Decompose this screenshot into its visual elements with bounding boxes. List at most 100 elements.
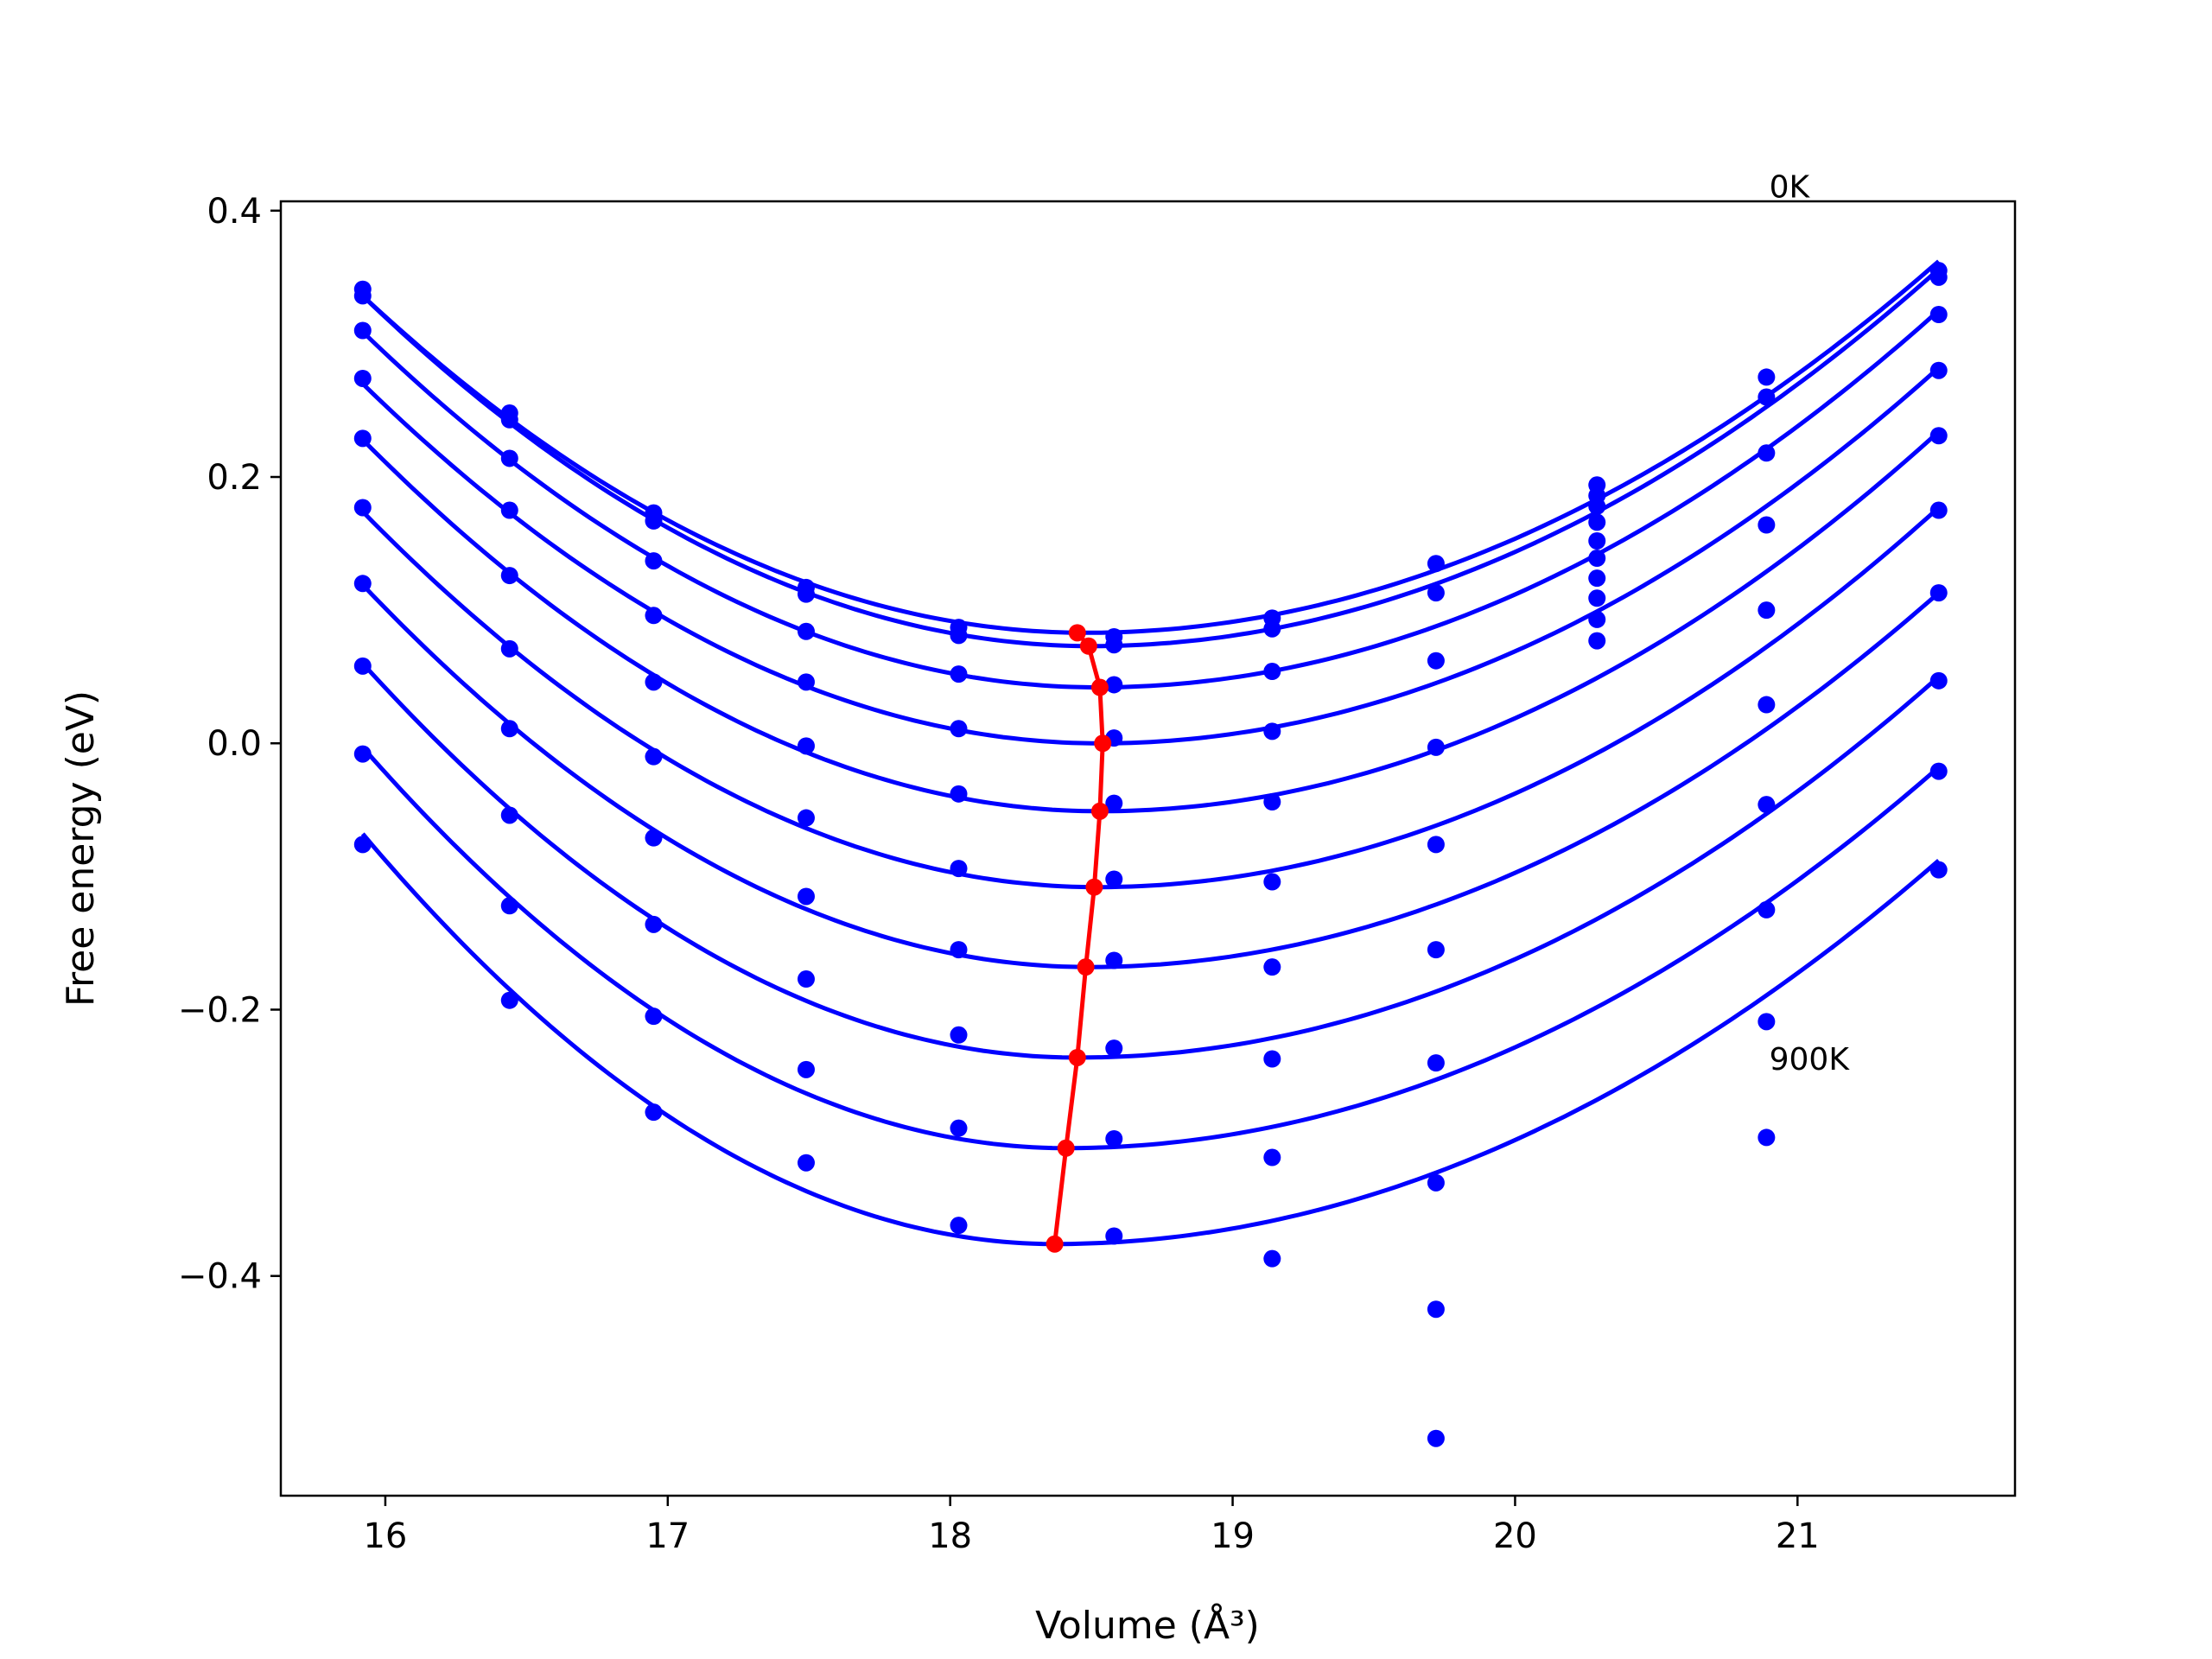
data-point-400k <box>1105 794 1123 812</box>
data-point-800k <box>950 1119 968 1137</box>
data-point-500k <box>1588 550 1606 568</box>
data-point-400k <box>645 673 663 691</box>
minimum-line <box>1052 631 1105 1244</box>
fit-curve-0k <box>361 259 1941 635</box>
data-point-700k <box>1758 900 1776 918</box>
x-axis: 16 17 18 19 20 21 <box>363 1496 1820 1556</box>
data-point-800k <box>1105 1129 1123 1147</box>
data-point-700k <box>950 1026 968 1044</box>
data-point-100k <box>1263 620 1281 638</box>
x-tick-label: 21 <box>1776 1516 1820 1556</box>
data-point-700k <box>1263 1050 1281 1068</box>
minimum-point <box>1085 878 1103 896</box>
data-point-900k <box>1588 632 1606 650</box>
data-point-800k <box>1929 762 1948 780</box>
data-point-700k <box>797 970 815 988</box>
data-point-500k <box>645 747 663 766</box>
data-point-100k <box>1427 584 1445 602</box>
data-point-100k <box>950 626 968 645</box>
data-point-700k <box>1105 1039 1123 1058</box>
data-point-0k <box>1758 368 1776 386</box>
data-point-500k <box>500 639 518 658</box>
data-point-300k <box>500 501 518 519</box>
data-point-100k <box>500 410 518 429</box>
fit-curve-700k <box>360 662 1941 1060</box>
fit-curve-900k <box>360 832 1941 1247</box>
x-axis-label: Volume (Å³) <box>1035 1602 1260 1648</box>
data-point-300k <box>353 369 372 387</box>
data-point-400k <box>797 737 815 755</box>
minimum-point <box>1094 734 1112 753</box>
plot-frame <box>279 200 2017 1497</box>
data-point-400k <box>1263 793 1281 811</box>
y-axis: 0.4 0.2 0.0 −0.2 −0.4 <box>178 192 281 1297</box>
fit-curve-500k <box>361 505 1941 890</box>
data-point-900k <box>1427 1429 1445 1447</box>
fit-curve-400k <box>361 429 1941 814</box>
data-point-300k <box>1263 722 1281 741</box>
minimum-point <box>1079 637 1097 655</box>
data-point-400k <box>950 785 968 803</box>
data-point-100k <box>645 512 663 530</box>
minimum-point <box>1077 958 1095 976</box>
data-point-600k <box>500 720 518 738</box>
data-point-200k <box>1105 676 1123 694</box>
data-point-700k <box>500 806 518 824</box>
data-point-600k <box>1929 584 1948 602</box>
x-tick-label: 18 <box>928 1516 972 1556</box>
minimum-point <box>1046 1235 1064 1253</box>
data-point-300k <box>1929 361 1948 379</box>
annotation-0k: 0K <box>1770 169 1811 205</box>
data-point-500k <box>950 860 968 878</box>
data-point-600k <box>1758 796 1776 814</box>
x-tick-label: 17 <box>645 1516 690 1556</box>
y-axis-label: Free energy (eV) <box>59 690 103 1007</box>
data-point-100k <box>1929 268 1948 286</box>
minimum-point <box>1068 624 1086 642</box>
data-point-200k <box>1427 652 1445 670</box>
data-point-500k <box>1105 870 1123 888</box>
data-point-600k <box>1588 569 1606 588</box>
data-point-500k <box>1929 501 1948 519</box>
data-point-0k <box>1427 555 1445 573</box>
data-point-500k <box>1758 696 1776 714</box>
data-point-800k <box>1427 1300 1445 1319</box>
data-point-100k <box>797 585 815 603</box>
data-point-900k <box>1758 1128 1776 1147</box>
data-point-300k <box>797 673 815 691</box>
data-point-300k <box>1427 738 1445 756</box>
data-point-600k <box>353 575 372 593</box>
data-point-200k <box>797 622 815 640</box>
data-point-600k <box>1427 1054 1445 1072</box>
data-point-400k <box>1427 836 1445 854</box>
minimum-point <box>1068 1048 1086 1066</box>
fit-curve-600k <box>360 583 1941 969</box>
data-point-600k <box>950 941 968 959</box>
plot-background <box>281 201 2015 1496</box>
fit-curve-100k <box>361 267 1941 649</box>
fit-curves <box>360 259 1941 1247</box>
data-point-200k <box>353 321 372 340</box>
fit-curve-800k <box>360 746 1941 1151</box>
x-tick-label: 19 <box>1211 1516 1255 1556</box>
data-point-300k <box>950 720 968 738</box>
x-tick-label: 16 <box>363 1516 407 1556</box>
y-tick-label: −0.4 <box>178 1257 262 1297</box>
minimum-point <box>1090 678 1109 696</box>
data-point-200k <box>1758 444 1776 462</box>
data-point-200k <box>1588 497 1606 515</box>
data-point-200k <box>645 552 663 570</box>
data-point-200k <box>950 665 968 683</box>
fit-curve-300k <box>361 365 1941 746</box>
data-point-100k <box>1758 388 1776 406</box>
data-point-700k <box>1588 589 1606 607</box>
annotation-900k: 900K <box>1770 1042 1851 1077</box>
data-point-400k <box>1758 601 1776 620</box>
data-point-900k <box>797 1154 815 1172</box>
data-point-900k <box>1929 861 1948 879</box>
data-point-400k <box>1929 427 1948 445</box>
data-point-200k <box>500 449 518 467</box>
y-tick-label: 0.0 <box>207 724 262 764</box>
data-point-300k <box>1758 516 1776 534</box>
data-point-800k <box>500 897 518 915</box>
